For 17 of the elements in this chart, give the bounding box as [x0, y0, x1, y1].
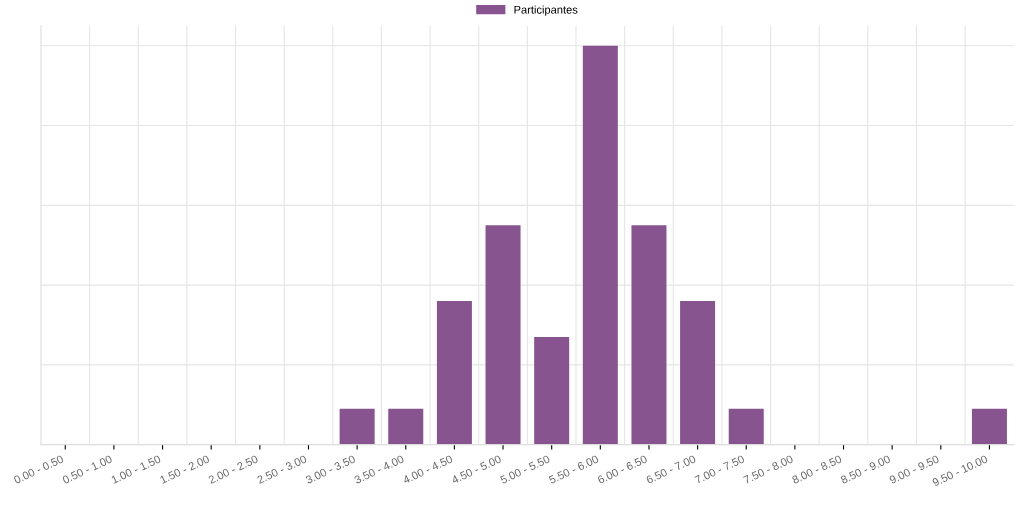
x-tick-label: 6.00 - 6.50 [597, 454, 648, 484]
bar [728, 408, 764, 445]
bar [680, 301, 716, 445]
bar [534, 336, 570, 445]
x-tick-label: 1.50 - 2.00 [159, 454, 210, 484]
bar [485, 225, 521, 445]
x-tick-label: 7.00 - 7.50 [694, 454, 745, 484]
bar [339, 408, 375, 445]
bar [582, 45, 618, 445]
x-tick-label: 5.50 - 6.00 [548, 454, 599, 484]
legend-label: Participantes [514, 5, 578, 16]
x-tick-label: 8.50 - 9.00 [840, 454, 891, 484]
bar [631, 225, 667, 445]
x-tick-label: 0.00 - 0.50 [13, 454, 64, 484]
bar [388, 408, 424, 445]
bar [436, 301, 472, 445]
bar [971, 408, 1007, 445]
